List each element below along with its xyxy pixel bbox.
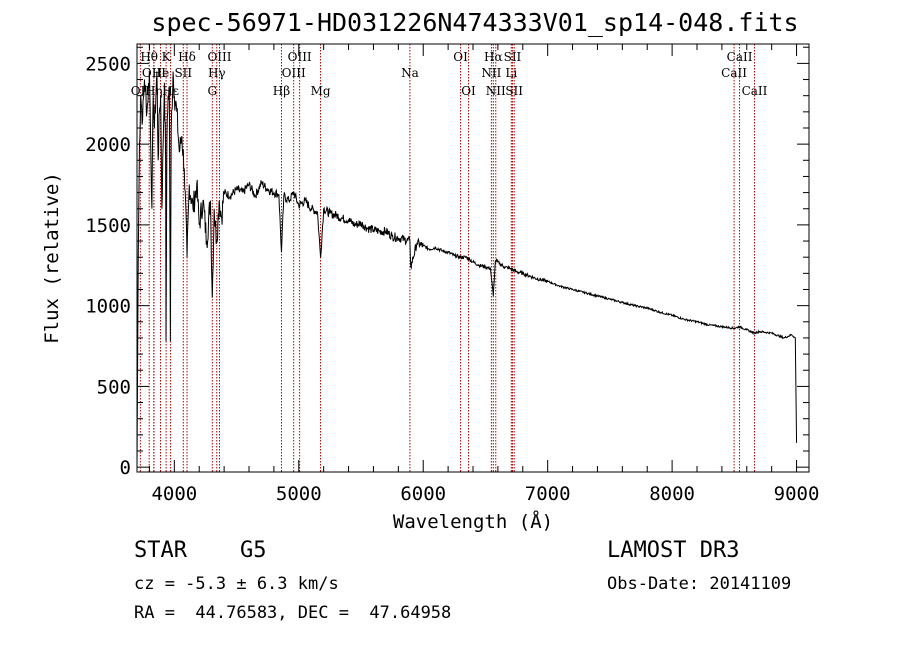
x-tick-label: 7000	[525, 483, 571, 505]
line-label-25: CaII	[727, 50, 753, 64]
line-label-0: OII	[131, 84, 151, 98]
emission-line-markers	[139, 44, 755, 472]
line-label-27: CaII	[742, 84, 768, 98]
spectrum-line	[136, 71, 798, 468]
coordinates: RA = 44.76583, DEC = 47.64958	[134, 603, 452, 623]
x-tick-label: 8000	[649, 483, 695, 505]
y-tick-label: 500	[97, 376, 131, 398]
survey-name: LAMOST DR3	[607, 538, 740, 563]
line-label-16: Na	[401, 66, 419, 80]
line-label-10: Hγ	[208, 66, 226, 80]
line-label-14: OIII	[282, 66, 306, 80]
observation-date: Obs-Date: 20141109	[607, 574, 792, 594]
plot-frame	[136, 43, 810, 473]
line-label-13: OIII	[288, 50, 312, 64]
object-type: STAR G5	[134, 538, 267, 563]
x-axis-label: Wavelength (Å)	[393, 510, 553, 533]
chart-title: spec-56971-HD031226N474333V01_sp14-048.f…	[151, 8, 799, 37]
axes: 4000 5000 6000 7000 8000 9000 0 500 1000 1500 2000…	[85, 44, 819, 505]
line-label-5: He	[152, 66, 170, 80]
y-tick-label: 1000	[85, 296, 131, 318]
line-label-22: SII	[504, 50, 522, 64]
x-tick-label: 4000	[151, 483, 197, 505]
y-axis-label: Flux (relative)	[41, 172, 63, 344]
redshift-value: cz = -5.3 ± 6.3 km/s	[134, 574, 339, 594]
spectrum-layer	[136, 71, 798, 468]
line-label-19: Hα	[484, 50, 503, 64]
x-tick-label: 6000	[400, 483, 446, 505]
line-label-8: SII	[174, 66, 192, 80]
line-label-11: G	[207, 84, 217, 98]
y-tick-label: 2000	[85, 134, 131, 156]
line-label-17: OI	[453, 50, 468, 64]
line-label-24: SII	[505, 84, 523, 98]
line-label-1: Hθ	[140, 50, 158, 64]
line-label-9: OIII	[207, 50, 231, 64]
line-label-6: Hε	[162, 84, 179, 98]
line-label-12: Hβ	[273, 84, 290, 98]
x-tick-label: 5000	[276, 483, 322, 505]
line-label-21: NII	[486, 84, 506, 98]
line-labels: OII Hθ OIII Hη K He Hε Hδ SII OIII Hγ G Hβ OIII OIII Mg…	[131, 50, 768, 98]
line-label-26: CaII	[721, 66, 747, 80]
line-label-4: K	[162, 50, 172, 64]
line-label-20: NII	[481, 66, 501, 80]
line-label-15: Mg	[311, 84, 331, 98]
line-label-7: Hδ	[178, 50, 196, 64]
line-label-2: OIII	[142, 66, 166, 80]
line-label-3: Hη	[145, 84, 163, 98]
y-tick-label: 2500	[85, 53, 131, 75]
y-tick-label: 1500	[85, 215, 131, 237]
x-tick-label: 9000	[774, 483, 820, 505]
y-tick-label: 0	[120, 457, 131, 479]
line-label-18: OI	[461, 84, 476, 98]
line-label-23: Li	[505, 66, 517, 80]
